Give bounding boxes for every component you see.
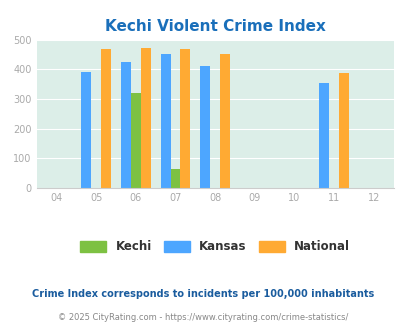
Title: Kechi Violent Crime Index: Kechi Violent Crime Index — [104, 19, 325, 34]
Bar — [170, 169, 180, 188]
Bar — [180, 50, 190, 188]
Bar — [141, 48, 150, 188]
Bar — [319, 83, 328, 188]
Bar — [81, 72, 91, 188]
Bar — [121, 62, 130, 188]
Legend: Kechi, Kansas, National: Kechi, Kansas, National — [75, 236, 354, 258]
Text: Crime Index corresponds to incidents per 100,000 inhabitants: Crime Index corresponds to incidents per… — [32, 289, 373, 299]
Bar — [339, 73, 348, 188]
Bar — [220, 53, 230, 188]
Bar — [200, 66, 210, 188]
Bar — [130, 93, 141, 188]
Bar — [101, 49, 111, 188]
Text: © 2025 CityRating.com - https://www.cityrating.com/crime-statistics/: © 2025 CityRating.com - https://www.city… — [58, 313, 347, 322]
Bar — [160, 53, 170, 188]
